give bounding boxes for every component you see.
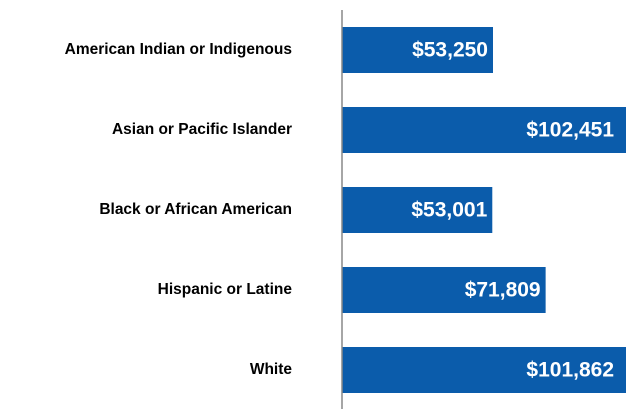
category-label: Hispanic or Latine	[158, 281, 293, 298]
value-label: $53,250	[412, 39, 488, 62]
value-label: $53,001	[411, 199, 487, 222]
category-label: Asian or Pacific Islander	[112, 121, 292, 138]
bar	[342, 27, 493, 73]
value-label: $71,809	[465, 279, 541, 302]
value-label: $102,451	[526, 119, 614, 142]
bar	[342, 107, 626, 153]
category-label: Black or African American	[99, 201, 292, 218]
category-label: American Indian or Indigenous	[65, 41, 292, 58]
bar	[342, 347, 626, 393]
bar	[342, 267, 546, 313]
bar	[342, 187, 493, 233]
value-label: $101,862	[526, 359, 614, 382]
category-label: White	[250, 361, 293, 378]
